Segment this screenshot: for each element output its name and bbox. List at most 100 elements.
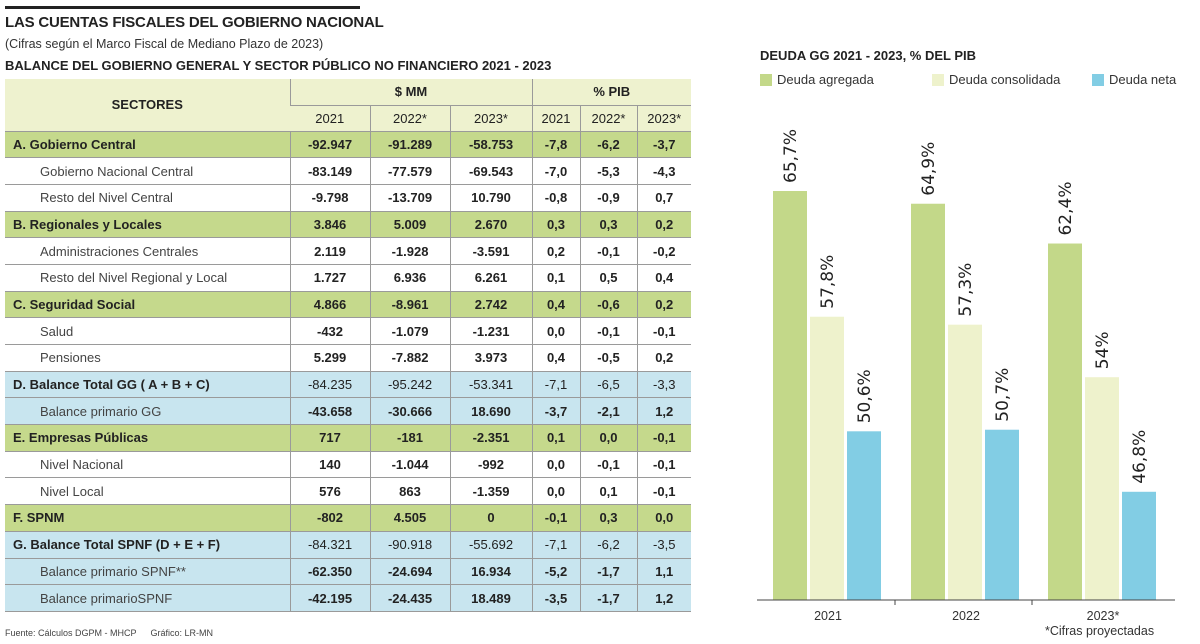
table-row: Pensiones 5.299 -7.882 3.973 0,4 -0,5 0,2	[5, 344, 691, 372]
legend-item: Deuda consolidada	[932, 72, 1092, 87]
bar	[847, 431, 881, 600]
bar-data-label: 54%	[1093, 331, 1113, 369]
table-cell: -3,5	[636, 531, 691, 559]
table-row: Resto del Nivel Central -9.798 -13.709 10.7…	[5, 184, 691, 212]
table-cell: 576	[289, 477, 370, 506]
table-cell: -1.359	[449, 477, 532, 506]
table-cell: 6.261	[449, 264, 532, 292]
header-year: 2023*	[449, 105, 532, 132]
table-cell: -13.709	[369, 184, 450, 212]
table-cell: -83.149	[289, 157, 370, 185]
table-cell: 0,0	[636, 504, 691, 532]
table-cell: -2.351	[449, 424, 532, 452]
table-cell: -2,1	[579, 397, 637, 426]
table-row: B. Regionales y Locales 3.846 5.009 2.670 0,…	[5, 211, 691, 239]
header-mm: $ MM	[289, 79, 532, 106]
bar-data-label: 50,7%	[993, 368, 1013, 422]
table-cell: -7,1	[531, 531, 580, 559]
footer: Fuente: Cálculos DGPM - MHCP Gráfico: LR-…	[5, 628, 227, 638]
table-cell: -84.321	[289, 531, 370, 559]
table-cell: 1.727	[289, 264, 370, 292]
table-cell: 140	[289, 451, 370, 479]
credit-note: Gráfico: LR-MN	[150, 628, 214, 638]
table-cell: 1,1	[636, 558, 691, 586]
table-cell: -0,8	[531, 184, 580, 212]
table-cell: -1.044	[369, 451, 450, 479]
table-cell: 0,0	[531, 477, 580, 506]
source-note: Fuente: Cálculos DGPM - MHCP	[5, 628, 137, 638]
table-row: Balance primarioSPNF -42.195 -24.435 18.489…	[5, 584, 691, 612]
debt-bar-chart: 65,7% 57,8% 50,6% 2021 64,9% 57,3% 50,7% 2022 62…	[757, 129, 1175, 623]
table-cell: 0,1	[531, 424, 580, 452]
bar	[773, 191, 807, 600]
table-cell: 0,2	[636, 344, 691, 372]
table-cell: 5.299	[289, 344, 370, 372]
table-cell: -3.591	[449, 237, 532, 265]
table-cell: -0,9	[579, 184, 637, 212]
table-cell: 1,2	[636, 397, 691, 426]
table-cell: -1.928	[369, 237, 450, 265]
table-cell: -0,1	[636, 477, 691, 506]
table-cell: -0,1	[579, 237, 637, 265]
bar-data-label: 64,9%	[919, 142, 939, 196]
legend-item: Deuda agregada	[760, 72, 932, 87]
sector-label: Nivel Nacional	[5, 451, 290, 479]
table-cell: -9.798	[289, 184, 370, 212]
table-cell: -24.435	[369, 584, 450, 612]
table-row: G. Balance Total SPNF (D + E + F) -84.321…	[5, 531, 691, 559]
legend-swatch	[1092, 73, 1104, 86]
table-cell: -0,1	[579, 451, 637, 479]
table-cell: 4.866	[289, 291, 370, 319]
table-cell: 3.973	[449, 344, 532, 372]
sector-label: Administraciones Centrales	[5, 237, 290, 265]
table-cell: -5,2	[531, 558, 580, 586]
table-cell: 0,1	[579, 477, 637, 506]
table-cell: -0,1	[636, 451, 691, 479]
table-cell: 4.505	[369, 504, 450, 532]
table-cell: 3.846	[289, 211, 370, 239]
bar	[810, 316, 844, 600]
table-cell: -5,3	[579, 157, 637, 185]
header-year: 2021	[531, 105, 580, 132]
table-cell: -55.692	[449, 531, 532, 559]
table-cell: -992	[449, 451, 532, 479]
table-cell: 5.009	[369, 211, 450, 239]
table-row: Resto del Nivel Regional y Local 1.727 6.9…	[5, 264, 691, 292]
table-cell: 0,4	[531, 291, 580, 319]
table-cell: -1.231	[449, 317, 532, 345]
table-cell: -0,1	[636, 424, 691, 452]
table-row: C. Seguridad Social 4.866 -8.961 2.742 0,4 -0…	[5, 291, 691, 319]
sector-label: Balance primario GG	[5, 397, 290, 426]
table-row: Nivel Nacional 140 -1.044 -992 0,0 -0,1 -0,1	[5, 451, 691, 479]
table-cell: 0,0	[531, 451, 580, 479]
table-cell: -7,8	[531, 131, 580, 159]
chart-note: *Cifras proyectadas	[1045, 624, 1155, 638]
table-cell: 717	[289, 424, 370, 452]
fiscal-balance-table: SECTORES $ MM % PIB 2021 2022* 2023* 202…	[5, 79, 691, 612]
legend-label: Deuda agregada	[777, 72, 874, 87]
page-title: LAS CUENTAS FISCALES DEL GOBIERNO NACION…	[5, 14, 384, 31]
table-cell: -6,2	[579, 531, 637, 559]
table-row: E. Empresas Públicas 717 -181 -2.351 0,1 0,0-…	[5, 424, 691, 452]
table-cell: -77.579	[369, 157, 450, 185]
bar	[1085, 377, 1119, 600]
table-cell: -6,5	[579, 371, 637, 399]
sector-label: Resto del Nivel Central	[5, 184, 290, 212]
header-year: 2022*	[369, 105, 450, 132]
table-row: A. Gobierno Central -92.947 -91.289 -58.753…	[5, 131, 691, 159]
table-cell: -90.918	[369, 531, 450, 559]
table-cell: 6.936	[369, 264, 450, 292]
table-cell: 2.670	[449, 211, 532, 239]
table-cell: 18.690	[449, 397, 532, 426]
table-cell: -43.658	[289, 397, 370, 426]
header-year: 2023*	[636, 105, 691, 132]
table-cell: 0,4	[636, 264, 691, 292]
table-cell: -0,1	[636, 317, 691, 345]
table-cell: -3,5	[531, 584, 580, 612]
table-cell: -7,1	[531, 371, 580, 399]
table-cell: -0,6	[579, 291, 637, 319]
table-cell: -1,7	[579, 584, 637, 612]
table-row: F. SPNM -802 4.505 0 -0,1 0,3 0,0	[5, 504, 691, 532]
table-cell: -6,2	[579, 131, 637, 159]
table-cell: -53.341	[449, 371, 532, 399]
